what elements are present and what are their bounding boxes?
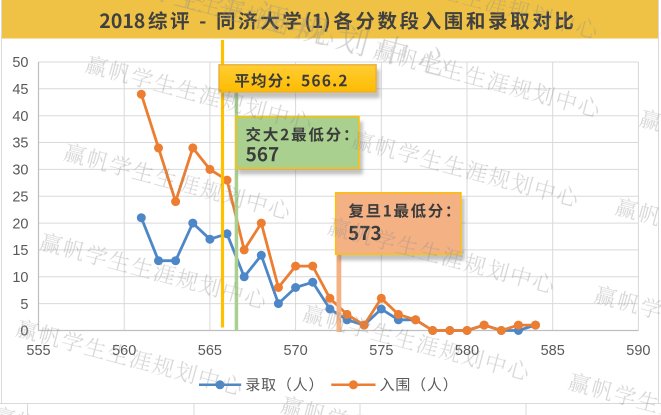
svg-text:10: 10 <box>12 270 28 286</box>
svg-text:50: 50 <box>12 55 28 71</box>
svg-text:585: 585 <box>541 343 565 359</box>
svg-text:45: 45 <box>12 82 28 98</box>
svg-text:590: 590 <box>626 343 650 359</box>
svg-text:30: 30 <box>12 163 28 179</box>
svg-text:565: 565 <box>198 343 222 359</box>
svg-text:570: 570 <box>283 343 307 359</box>
svg-text:5: 5 <box>20 297 28 313</box>
svg-text:40: 40 <box>12 109 28 125</box>
svg-text:25: 25 <box>12 189 28 205</box>
svg-text:20: 20 <box>12 216 28 232</box>
svg-text:555: 555 <box>26 343 50 359</box>
svg-text:35: 35 <box>12 136 28 152</box>
svg-text:15: 15 <box>12 243 28 259</box>
svg-text:575: 575 <box>369 343 393 359</box>
